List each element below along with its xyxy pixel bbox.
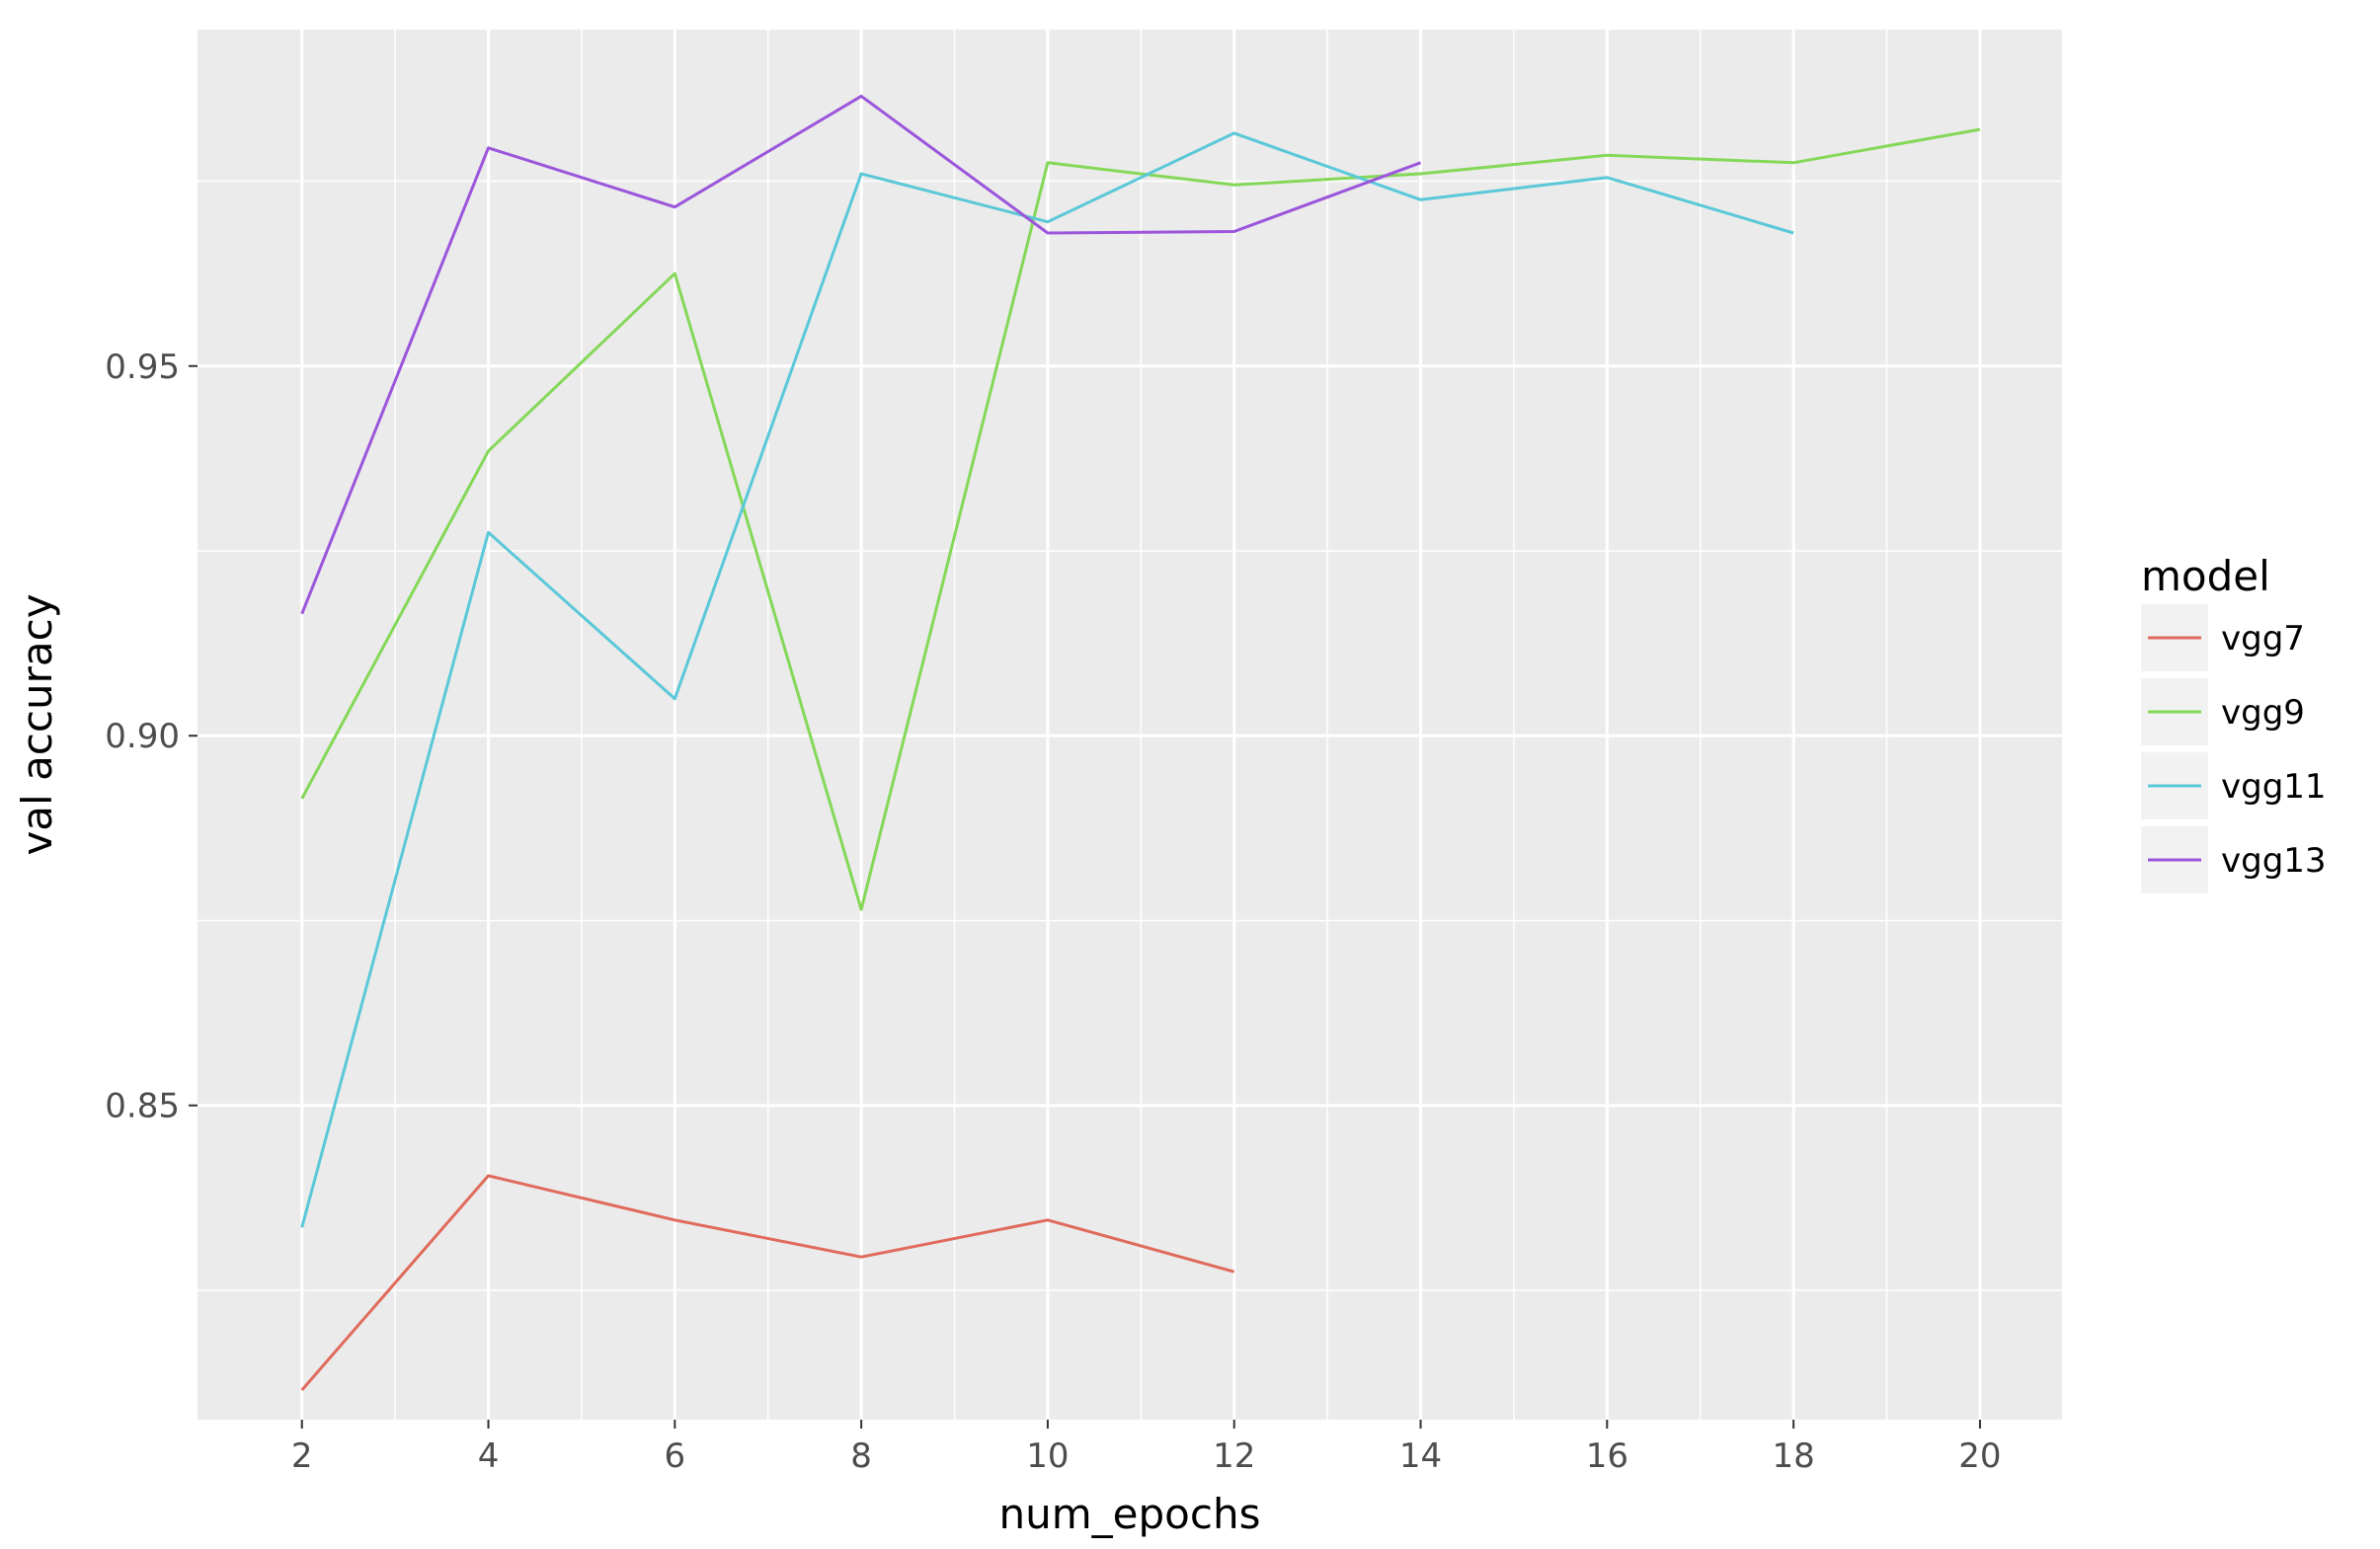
plot-panel (198, 30, 2062, 1420)
x-tick-label: 14 (1399, 1436, 1442, 1476)
y-axis-title: val accuracy (13, 593, 61, 855)
x-tick-label: 6 (665, 1436, 686, 1476)
y-tick-label: 0.90 (105, 717, 180, 756)
legend-label-vgg9: vgg9 (2221, 693, 2305, 733)
series-line-vgg9 (300, 127, 1981, 911)
x-tick-label: 2 (291, 1436, 313, 1476)
x-tick-label: 18 (1772, 1436, 1814, 1476)
major-gridlines (198, 30, 2062, 1420)
legend-items: vgg7 vgg9 vgg11 vgg13 (2141, 604, 2327, 893)
x-tick-label: 12 (1213, 1436, 1255, 1476)
series-line-vgg13 (300, 94, 1422, 615)
series-lines (300, 94, 1981, 1391)
y-tick-label: 0.95 (105, 348, 180, 387)
legend-label-vgg11: vgg11 (2221, 767, 2327, 807)
x-tick-label: 10 (1026, 1436, 1069, 1476)
x-tick-label: 8 (850, 1436, 872, 1476)
x-axis: 2 4 6 8 10 12 14 16 18 20 (291, 1420, 2002, 1476)
x-axis-title: num_epochs (999, 1490, 1261, 1538)
minor-gridlines (198, 30, 2062, 1420)
series-line-vgg7 (300, 1174, 1235, 1391)
legend-label-vgg7: vgg7 (2221, 619, 2305, 658)
y-tick-label: 0.85 (105, 1087, 180, 1126)
x-tick-label: 4 (478, 1436, 500, 1476)
legend: model vgg7 vgg9 vgg11 vgg13 (2141, 552, 2327, 893)
x-tick-label: 16 (1586, 1436, 1628, 1476)
series-line-vgg11 (300, 131, 1794, 1228)
y-axis: 0.85 0.90 0.95 (105, 348, 198, 1126)
legend-label-vgg13: vgg13 (2221, 841, 2327, 881)
x-tick-label: 20 (1958, 1436, 2001, 1476)
legend-title: model (2141, 552, 2270, 600)
